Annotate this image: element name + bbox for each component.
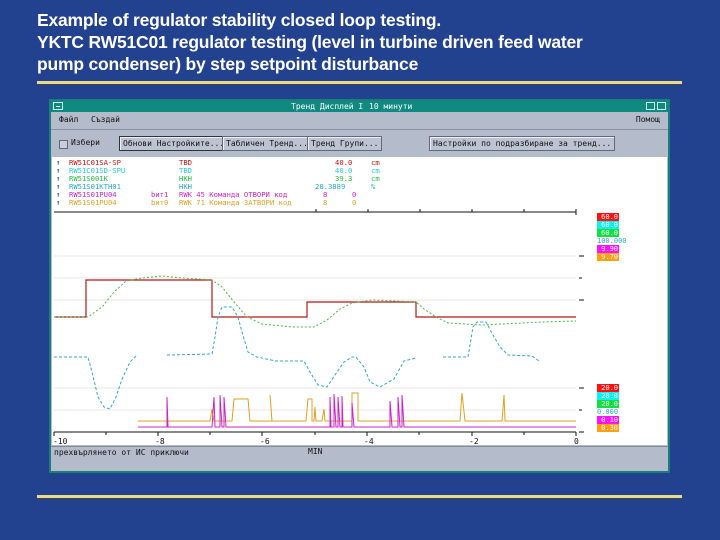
x-tick-label: -8 [155, 437, 165, 446]
scale-max-close-cmd: 9.70 [597, 253, 619, 261]
title-underline [37, 81, 682, 84]
legend-tag: RW51S01PU04 [69, 198, 117, 207]
minimize-icon[interactable] [646, 102, 655, 110]
legend-bit: bит1 [151, 190, 169, 199]
scale-min-setpoint-2: 20.0 [597, 392, 619, 400]
legend-desc: TBD [179, 166, 192, 175]
menu-bar: Файл Създай Помощ [51, 112, 668, 130]
window-title: Тренд Дисплей I [291, 102, 364, 111]
legend-desc: RWK 71 Команда ЗАТВОРИ код [179, 198, 292, 207]
legend-value: 40.0 [335, 166, 353, 175]
select-checkbox[interactable] [59, 140, 68, 149]
status-bar: прехвърлянето от ИС приключи [51, 446, 668, 459]
scale-min-setpoint: 20.0 [597, 384, 619, 392]
legend-unit: cm [371, 158, 380, 167]
x-tick-label: 0 [574, 437, 579, 446]
legend-desc: RWK 45 Команда ОТВОРИ код [179, 190, 288, 199]
scale-max-open-cmd: 9.90 [597, 245, 619, 253]
trend-groups-button[interactable]: Тренд Групи... [307, 136, 383, 151]
legend-marker: ↑ [56, 166, 61, 175]
legend-unit: 0 [352, 198, 357, 207]
legend-marker: ↑ [56, 174, 61, 183]
legend-value: 40.0 [335, 158, 353, 167]
scale-min-valve: 0.000 [597, 408, 619, 416]
legend-unit: 0 [352, 190, 357, 199]
legend-unit: % [371, 182, 376, 191]
title-line-1: Example of regulator stability closed lo… [37, 10, 442, 30]
legend-desc: TBD [179, 158, 192, 167]
menu-file[interactable]: Файл [59, 115, 79, 124]
default-trend-settings-button[interactable]: Настройки по подразбиране за тренд... [429, 136, 616, 151]
scale-min-level: 20.0 [597, 400, 619, 408]
legend-row[interactable]: ↑ RW51S01PU04 bит0 RWK 71 Команда ЗАТВОР… [55, 198, 356, 207]
legend-row[interactable]: ↑ RW51C01SA-SP TBD 40.0 cm [55, 158, 380, 167]
x-axis-label: МIN [308, 447, 323, 456]
menu-help[interactable]: Помощ [635, 115, 660, 124]
legend-tag: RW51C01SD-SPU [69, 166, 126, 175]
x-tick-label: -4 [364, 437, 374, 446]
legend-value: 8 [323, 190, 328, 199]
legend-tag: RW51S01PU04 [69, 190, 117, 199]
select-checkbox-label: Избери [71, 138, 100, 147]
refresh-settings-button[interactable]: Обнови Настройките... [119, 136, 229, 151]
legend-desc: HKH [179, 182, 192, 191]
trend-display-window: Тренд Дисплей I 10 минути Файл Създай По… [49, 99, 670, 473]
legend-unit: cm [371, 166, 380, 175]
menu-create[interactable]: Създай [91, 115, 120, 124]
legend-value: 28.3889 [315, 182, 346, 191]
window-titlebar[interactable]: Тренд Дисплей I 10 минути [51, 101, 668, 112]
legend-marker: ↑ [56, 198, 61, 207]
footer-rule [37, 495, 682, 498]
legend-value: 8 [323, 198, 328, 207]
scale-max-setpoint: 60.0 [597, 213, 619, 221]
legend-tag: RW51S01KTH01 [69, 182, 121, 191]
scale-max-valve: 100.000 [597, 237, 627, 245]
title-line-2: YKTC RW51C01 regulator testing (level in… [37, 32, 583, 52]
scale-min-open-cmd: 0.10 [597, 416, 619, 424]
legend-tag: RW51S001K [69, 174, 108, 183]
legend-tag: RW51C01SA-SP [69, 158, 121, 167]
x-tick-label: -10 [53, 437, 68, 446]
legend-bit: bит0 [151, 198, 169, 207]
legend-row[interactable]: ↑ RW51S01KTH01 HKH 28.3889 % [55, 182, 375, 191]
scale-max-setpoint-2: 60.0 [597, 221, 619, 229]
legend-row[interactable]: ↑ RW51S01PU04 bит1 RWK 45 Команда ОТВОРИ… [55, 190, 356, 199]
legend-row[interactable]: ↑ RW51S001K HKH 39.3 cm [55, 174, 380, 183]
trend-chart [53, 209, 584, 436]
table-trend-button[interactable]: Табличен Тренд... [222, 136, 312, 151]
x-tick-label: -2 [469, 437, 479, 446]
system-menu-icon[interactable] [53, 102, 63, 110]
scale-min-close-cmd: 0.30 [597, 424, 619, 432]
legend-marker: ↑ [56, 182, 61, 191]
x-tick-label: -6 [260, 437, 270, 446]
legend-unit: cm [371, 174, 380, 183]
legend-marker: ↑ [56, 158, 61, 167]
legend-row[interactable]: ↑ RW51C01SD-SPU TBD 40.0 cm [55, 166, 380, 175]
slide-title: Example of regulator stability closed lo… [37, 9, 697, 75]
legend-marker: ↑ [56, 190, 61, 199]
title-line-3: pump condenser) by step setpoint disturb… [37, 54, 419, 74]
legend-value: 39.3 [335, 174, 353, 183]
trend-plot-area[interactable]: ↑ RW51C01SA-SP TBD 40.0 cm ↑ RW51C01SD-S… [52, 157, 667, 456]
scale-max-level: 60.0 [597, 229, 619, 237]
maximize-icon[interactable] [657, 102, 666, 110]
toolbar: Избери Обнови Настройките... Табличен Тр… [51, 130, 668, 156]
window-time-range: 10 минути [369, 102, 413, 111]
legend-desc: HKH [179, 174, 192, 183]
